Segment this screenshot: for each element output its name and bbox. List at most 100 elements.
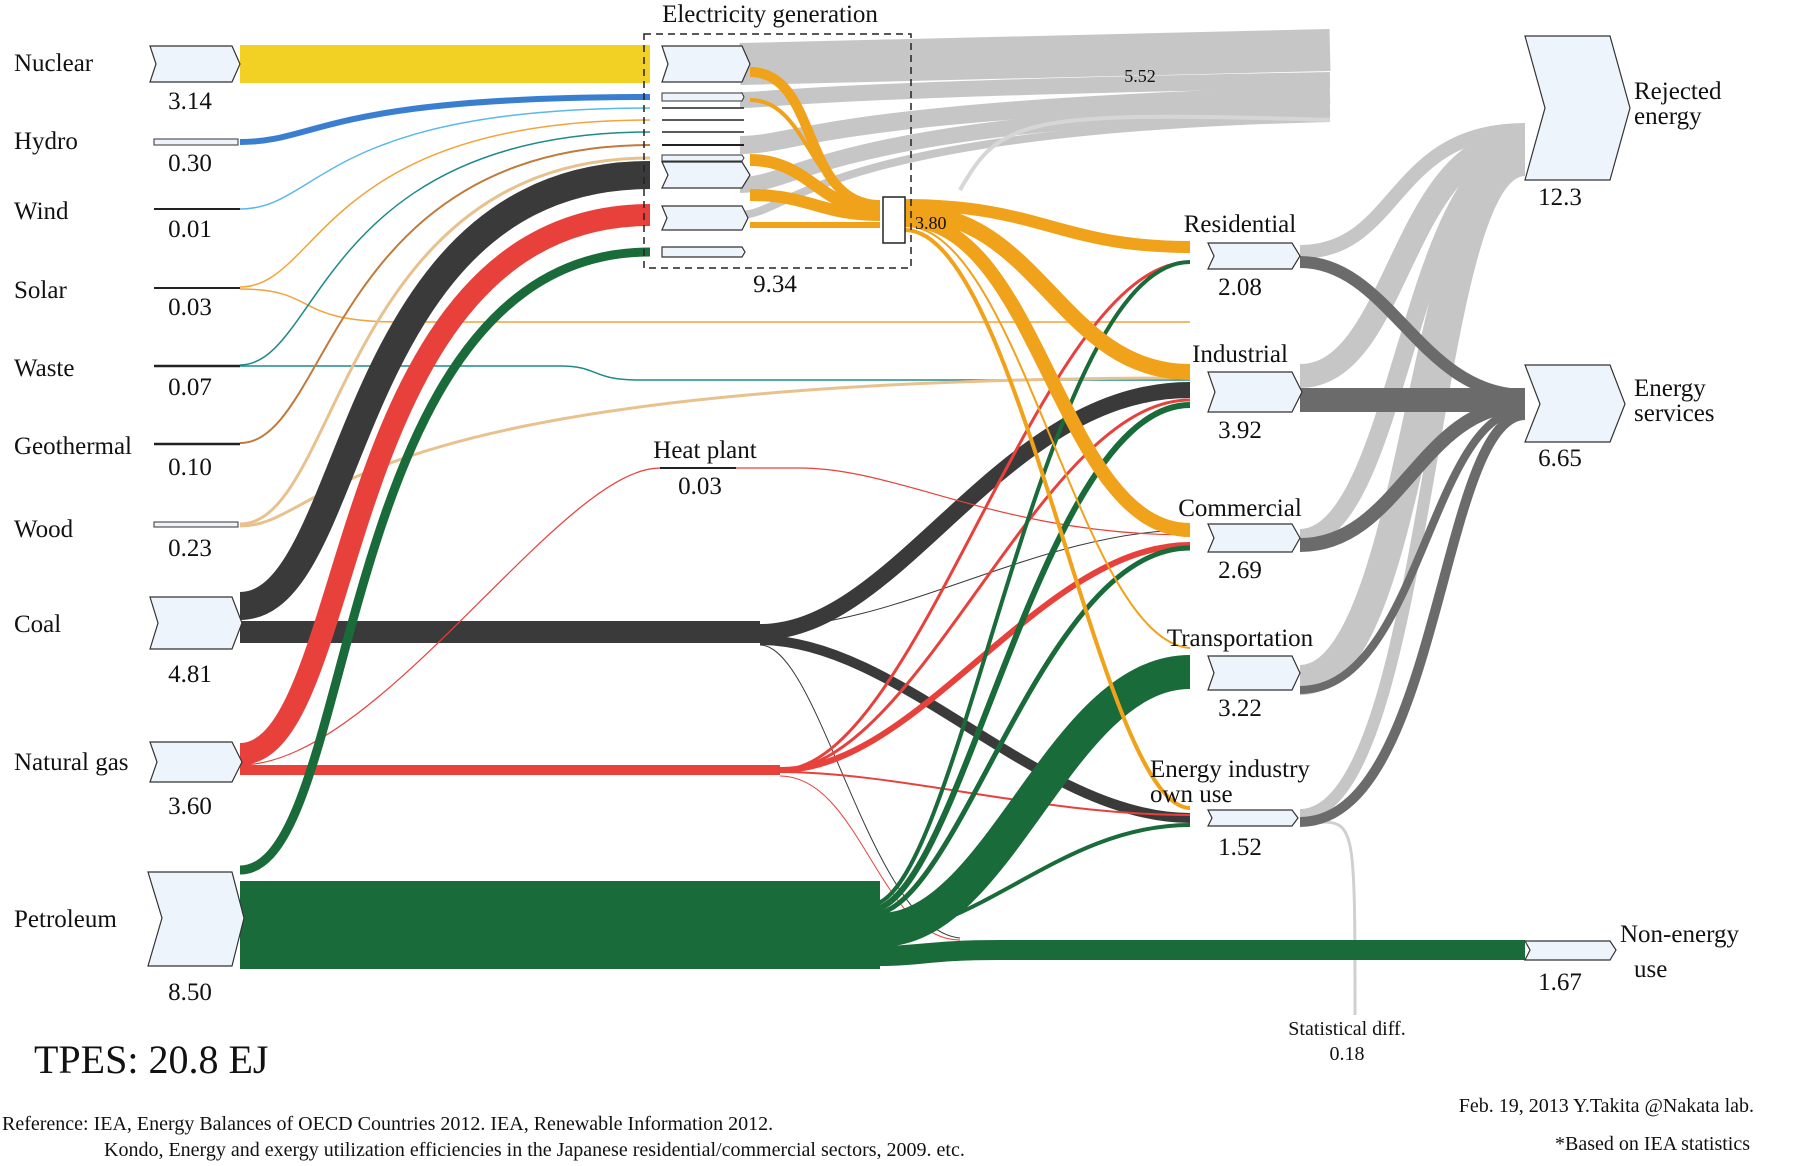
flow-elec-inner-4 — [749, 189, 881, 221]
source-value-wind: 0.01 — [168, 216, 212, 243]
source-label-geothermal: Geothermal — [14, 433, 132, 460]
source-value-coal: 4.81 — [168, 661, 212, 688]
flow-coal-thin — [759, 529, 1191, 629]
source-value-solar: 0.03 — [168, 294, 212, 321]
reference-line-2: Kondo, Energy and exergy utilization eff… — [104, 1139, 965, 1161]
sector-label-energy-industry-2: own use — [1150, 781, 1233, 808]
flow-gas-com — [779, 542, 1191, 773]
source-box-nuclear — [149, 45, 241, 83]
flow-elec-inner-2 — [749, 98, 881, 207]
flow-wind — [239, 107, 651, 210]
sector-value-commercial: 2.69 — [1218, 557, 1262, 584]
output-label-rejected-2: energy — [1634, 103, 1702, 130]
sector-label-transportation: Transportation — [1167, 625, 1314, 652]
statdiff-label: Statistical diff. — [1288, 1018, 1405, 1040]
flow-petro-com — [869, 545, 1191, 918]
flow-elec-inner-3 — [749, 154, 881, 216]
sector-nodes — [1207, 242, 1303, 827]
flow-solar — [239, 119, 651, 288]
flow-trans-services — [1299, 406, 1526, 694]
output-box-services — [1524, 364, 1626, 443]
source-label-coal: Coal — [14, 611, 61, 638]
flow-elec-ind — [904, 204, 1191, 380]
sector-labels: Residential 2.08 Industrial 3.92 Commerc… — [1150, 211, 1314, 861]
sector-label-residential: Residential — [1184, 211, 1297, 238]
source-label-wood: Wood — [14, 516, 74, 543]
flow-wood — [239, 156, 651, 526]
flow-elec-loss — [739, 29, 1331, 85]
output-label-nonenergy-2: use — [1634, 956, 1667, 983]
flow-coal-eiou — [759, 635, 1191, 823]
flow-gas-ind — [779, 398, 1191, 772]
sector-label-commercial: Commercial — [1178, 495, 1302, 522]
flow-trans-rejected — [1297, 145, 1528, 695]
flow-gas-heat — [239, 467, 1191, 766]
source-value-wood: 0.23 — [168, 535, 212, 562]
flow-elec-eiou — [904, 228, 1191, 810]
source-value-petroleum: 8.50 — [168, 979, 212, 1006]
gen-box-nuclear — [661, 45, 751, 83]
flow-waste-direct — [240, 365, 1190, 381]
flow-statdiff — [958, 114, 1331, 191]
source-value-nuclear: 3.14 — [168, 88, 212, 115]
flow-statdiff-down — [1319, 820, 1357, 1016]
flow-petro-nonenergy — [879, 940, 1525, 966]
electricity-generation-label: Electricity generation — [662, 1, 878, 28]
source-value-hydro: 0.30 — [168, 150, 212, 177]
generation-inputs — [661, 45, 751, 258]
flow-gas-res — [779, 260, 1191, 772]
output-labels: Rejected energy 12.3 Energy services 6.6… — [1288, 78, 1739, 1065]
flow-elec-com — [904, 213, 1191, 537]
source-box-wood — [153, 521, 239, 528]
source-label-hydro: Hydro — [14, 128, 78, 155]
output-label-nonenergy-1: Non-energy — [1620, 921, 1739, 948]
sector-value-residential: 2.08 — [1218, 274, 1262, 301]
flow-geothermal — [239, 144, 651, 444]
flow-elec-res — [904, 199, 1191, 253]
sector-value-industrial: 3.92 — [1218, 417, 1262, 444]
sector-label-energy-industry-1: Energy industry — [1150, 756, 1310, 783]
flow-layer — [238, 29, 1528, 1016]
source-label-petroleum: Petroleum — [14, 906, 117, 933]
source-label-gas: Natural gas — [14, 749, 129, 776]
sector-box-residential — [1207, 242, 1301, 270]
source-label-wind: Wind — [14, 198, 69, 225]
flow-eiou-services — [1299, 410, 1526, 827]
flow-res-rejected — [1299, 123, 1526, 259]
flow-elec-loss-3 — [739, 86, 1331, 154]
flow-ind-rejected — [1298, 128, 1526, 388]
flow-hydro — [239, 94, 651, 145]
flow-gas-elec — [238, 204, 651, 765]
source-label-solar: Solar — [14, 277, 67, 304]
sector-box-energy-industry — [1207, 809, 1299, 827]
output-value-nonenergy: 1.67 — [1538, 969, 1582, 996]
source-value-gas: 3.60 — [168, 793, 212, 820]
heat-plant-label: Heat plant — [653, 437, 756, 464]
flow-wood-direct — [239, 376, 1191, 528]
sector-box-industrial — [1207, 371, 1303, 413]
source-nodes — [147, 45, 245, 967]
flow-elec-loss-5 — [739, 114, 1331, 219]
source-value-geothermal: 0.10 — [168, 454, 212, 481]
sector-box-commercial — [1207, 523, 1301, 553]
sector-label-industrial: Industrial — [1192, 341, 1288, 368]
output-box-nonenergy — [1523, 940, 1617, 961]
output-value-services: 6.65 — [1538, 445, 1582, 472]
output-nodes — [1523, 35, 1631, 961]
flow-coal-elec — [238, 161, 651, 620]
electricity-generation-value: 9.34 — [753, 271, 797, 298]
source-box-petroleum — [147, 871, 245, 967]
flow-petro-trans — [878, 655, 1192, 947]
reference-line-1: Reference: IEA, Energy Balances of OECD … — [2, 1113, 773, 1135]
based-on-note: *Based on IEA statistics — [1555, 1133, 1750, 1155]
output-label-services-1: Energy — [1634, 375, 1706, 402]
flow-petro-ind — [869, 402, 1191, 913]
gen-box-coal — [661, 161, 751, 189]
flow-waste — [239, 131, 651, 366]
flow-petro-res — [869, 260, 1191, 907]
source-labels: Nuclear 3.14 Hydro 0.30 Wind 0.01 Solar … — [14, 50, 212, 1006]
source-label-waste: Waste — [14, 355, 74, 382]
flow-com-services — [1299, 398, 1526, 552]
flow-petro-elec — [239, 247, 651, 875]
